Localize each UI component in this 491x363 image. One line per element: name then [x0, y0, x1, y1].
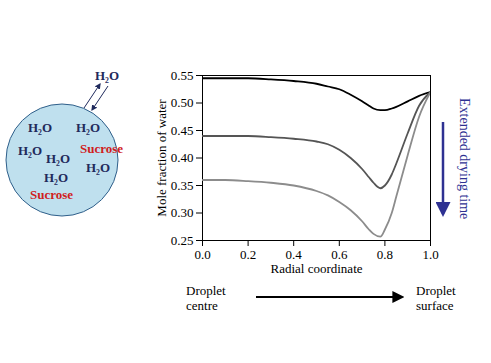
svg-text:1.0: 1.0 — [422, 247, 438, 262]
svg-text:Sucrose: Sucrose — [30, 187, 73, 202]
html-text:Extended drying time: Extended drying time — [457, 98, 472, 220]
svg-text:0.55: 0.55 — [171, 68, 194, 83]
svg-text:0.45: 0.45 — [171, 123, 194, 138]
svg-text:H₂O: H₂O — [95, 68, 119, 83]
svg-text:0.25: 0.25 — [171, 233, 194, 248]
svg-text:H₂O: H₂O — [86, 160, 110, 175]
svg-text:H₂O: H₂O — [18, 143, 42, 158]
svg-text:0.6: 0.6 — [331, 247, 348, 262]
svg-text:0.2: 0.2 — [240, 247, 256, 262]
svg-text:0.0: 0.0 — [194, 247, 210, 262]
svg-text:0.35: 0.35 — [171, 178, 194, 193]
svg-text:Sucrose: Sucrose — [80, 141, 123, 156]
svg-text:H₂O: H₂O — [44, 170, 68, 185]
svg-text:Mole fraction of water: Mole fraction of water — [154, 99, 169, 217]
svg-text:0.40: 0.40 — [171, 150, 194, 165]
html-text:Droplet centre: Droplet centre — [186, 283, 226, 313]
svg-text:0.4: 0.4 — [286, 247, 303, 262]
svg-text:H₂O: H₂O — [76, 120, 100, 135]
svg-text:0.30: 0.30 — [171, 205, 194, 220]
svg-text:H₂O: H₂O — [46, 151, 70, 166]
svg-text:0.8: 0.8 — [377, 247, 393, 262]
svg-text:Radial coordinate: Radial coordinate — [270, 261, 362, 276]
html-text:Droplet surface: Droplet surface — [416, 283, 456, 313]
svg-text:0.50: 0.50 — [171, 95, 194, 110]
svg-text:H₂O: H₂O — [28, 120, 52, 135]
